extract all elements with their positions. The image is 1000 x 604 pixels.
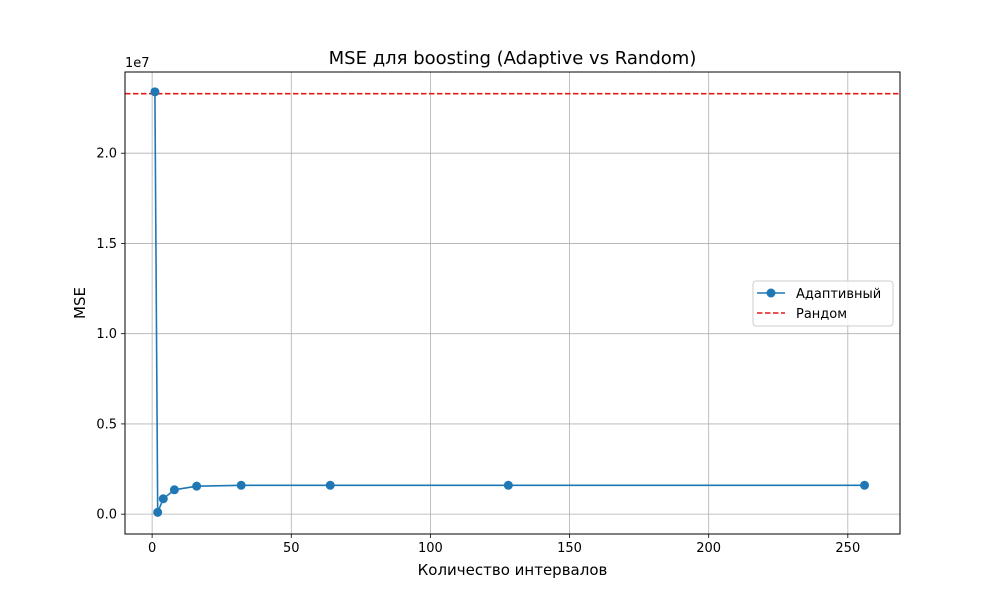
series-layer xyxy=(125,87,900,517)
y-tick-label: 0.5 xyxy=(96,417,117,432)
legend-marker-adaptive xyxy=(766,288,776,298)
legend: Адаптивный Рандом xyxy=(752,280,894,327)
y-offset-label: 1e7 xyxy=(125,56,150,71)
chart-title: MSE для boosting (Adaptive vs Random) xyxy=(329,48,697,69)
adaptive-data-point xyxy=(325,480,335,490)
adaptive-data-point xyxy=(169,485,179,495)
x-tick-label: 100 xyxy=(418,541,443,556)
x-tick-label: 250 xyxy=(835,541,860,556)
y-tick-label: 1.0 xyxy=(96,327,117,342)
y-tick-label: 2.0 xyxy=(96,147,117,162)
legend-label-adaptive: Адаптивный xyxy=(796,287,881,302)
adaptive-data-point xyxy=(860,480,870,490)
adaptive-data-point xyxy=(236,480,246,490)
plot-frame xyxy=(124,71,901,535)
x-tick-label: 150 xyxy=(557,541,582,556)
adaptive-data-point xyxy=(150,87,160,97)
adaptive-data-point xyxy=(503,480,513,490)
legend-label-random: Рандом xyxy=(796,307,847,322)
x-axis-label: Количество интервалов xyxy=(418,561,608,579)
grid-layer xyxy=(125,72,900,534)
x-tick-label: 50 xyxy=(283,541,300,556)
x-tick-label: 0 xyxy=(148,541,156,556)
adaptive-data-point xyxy=(192,481,202,491)
x-tick-label: 200 xyxy=(696,541,721,556)
y-tick-label: 1.5 xyxy=(96,237,117,252)
axis-layer: 0 50 100 150 200 250 0.0 0.5 1.0 1.5 2.0 xyxy=(96,147,860,556)
adaptive-data-point xyxy=(158,494,168,504)
legend-frame xyxy=(752,280,894,327)
adaptive-data-point xyxy=(153,507,163,517)
y-tick-label: 0.0 xyxy=(96,508,117,523)
y-axis-label: MSE xyxy=(71,287,89,319)
